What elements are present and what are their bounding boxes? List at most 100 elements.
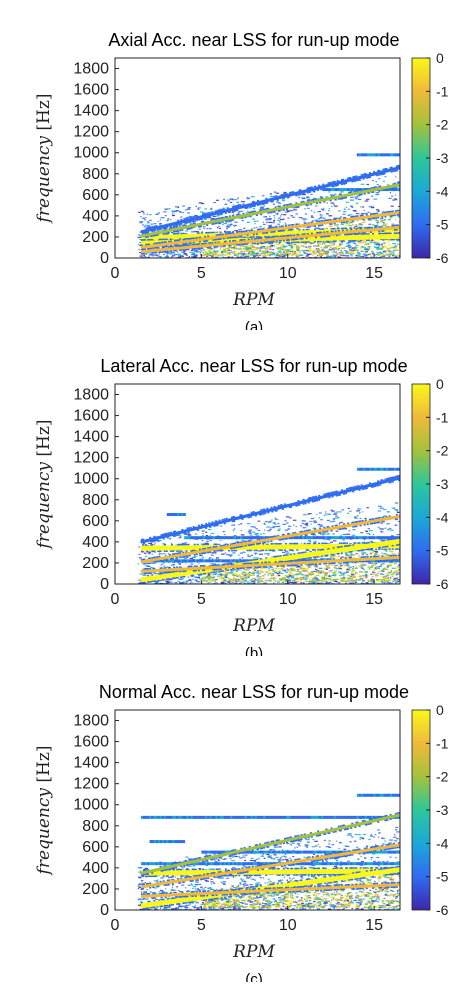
- plot-frame: [114, 383, 401, 585]
- y-tick-label: 1400: [73, 429, 109, 446]
- x-tick-label: 5: [197, 917, 206, 934]
- harmonic-trace: [140, 881, 400, 899]
- chart-svg-b: Lateral Acc. near LSS for run-up mode 0 5…: [34, 356, 449, 656]
- harmonic-trace: [140, 181, 400, 239]
- y-tick-label: 200: [82, 881, 109, 898]
- resonance-line: [149, 840, 186, 844]
- y-tick-label: 1800: [73, 61, 109, 78]
- y-tick-label: 0: [100, 902, 109, 919]
- spectrogram-image: [137, 793, 400, 910]
- plot-area: 0 5 10 15 0 200 400 600 800 1000 1200 1400 1600 1800 0…: [73, 50, 448, 282]
- y-tick-label: 1200: [73, 450, 109, 467]
- y-tick-label: 200: [82, 555, 109, 572]
- chart-title: Lateral Acc. near LSS for run-up mode: [100, 356, 407, 376]
- harmonic-trace: [140, 554, 400, 575]
- colorbar-tick-label: -3: [436, 802, 449, 818]
- chart-title: Normal Acc. near LSS for run-up mode: [99, 682, 409, 702]
- resonance-line: [356, 153, 400, 157]
- colorbar-tick-label: -2: [436, 443, 449, 459]
- y-tick-label: 1600: [73, 734, 109, 751]
- chart-title: Axial Acc. near LSS for run-up mode: [108, 30, 399, 50]
- colorbar-tick-label: -6: [436, 250, 449, 266]
- y-tick-label: 1800: [73, 713, 109, 730]
- y-tick-label: 1800: [73, 387, 109, 404]
- spectrogram-image: [137, 153, 400, 258]
- spectrogram-image: [137, 467, 400, 584]
- colorbar-tick-label: 0: [436, 376, 444, 392]
- chart-panel-a: Axial Acc. near LSS for run-up mode 0 5 10…: [0, 0, 473, 330]
- colorbar-tick-label: -1: [436, 83, 449, 99]
- resonance-line: [166, 513, 186, 517]
- y-tick-label: 600: [82, 187, 109, 204]
- chart-panel-c: Normal Acc. near LSS for run-up mode 0 5 1…: [0, 652, 473, 982]
- x-tick-label: 15: [365, 265, 383, 282]
- y-axis-label: frequency [Hz]: [34, 94, 54, 225]
- x-tick-label: 0: [111, 591, 120, 608]
- y-tick-label: 1600: [73, 82, 109, 99]
- colorbar-tick-label: 0: [436, 50, 444, 66]
- colorbar-tick-label: -4: [436, 183, 449, 199]
- figure-caption: (b): [245, 645, 263, 656]
- harmonic-trace: [140, 842, 400, 890]
- y-tick-label: 1400: [73, 103, 109, 120]
- y-tick-label: 1200: [73, 776, 109, 793]
- y-tick-label: 1000: [73, 145, 109, 162]
- x-axis-label: RPM: [232, 616, 275, 636]
- x-tick-label: 0: [111, 917, 120, 934]
- colorbar-tick-label: -3: [436, 476, 449, 492]
- plot-area: 0 5 10 15 0 200 400 600 800 1000 1200 1400 1600 1800 0…: [73, 376, 448, 608]
- resonance-line: [140, 815, 400, 819]
- harmonic-trace: [140, 224, 400, 255]
- y-tick-label: 1000: [73, 797, 109, 814]
- y-tick-label: 0: [100, 576, 109, 593]
- y-tick-label: 1000: [73, 471, 109, 488]
- colorbar-tick-label: -2: [436, 117, 449, 133]
- x-axis-label: RPM: [232, 290, 275, 310]
- colorbar-tick-label: -2: [436, 769, 449, 785]
- chart-svg-c: Normal Acc. near LSS for run-up mode 0 5 1…: [34, 682, 449, 982]
- harmonic-trace: [140, 811, 400, 877]
- colorbar-tick-label: -5: [436, 543, 449, 559]
- plot-area: 0 5 10 15 0 200 400 600 800 1000 1200 1400 1600 1800 0…: [73, 702, 448, 934]
- y-tick-label: 600: [82, 513, 109, 530]
- x-tick-label: 15: [365, 591, 383, 608]
- y-tick-label: 1400: [73, 755, 109, 772]
- x-tick-label: 0: [111, 265, 120, 282]
- y-tick-label: 200: [82, 229, 109, 246]
- harmonic-trace: [140, 164, 400, 234]
- y-tick-label: 400: [82, 860, 109, 877]
- harmonic-trace: [140, 514, 400, 564]
- y-tick-label: 400: [82, 534, 109, 551]
- colorbar-tick-label: -3: [436, 150, 449, 166]
- colorbar-tick-label: -4: [436, 835, 449, 851]
- colorbar-tick-label: 0: [436, 702, 444, 718]
- resonance-line: [356, 467, 400, 471]
- colorbar-tick-label: -1: [436, 409, 449, 425]
- colorbar-tick-label: -5: [436, 869, 449, 885]
- x-tick-label: 5: [197, 591, 206, 608]
- colorbar-tick-label: -4: [436, 509, 449, 525]
- resonance-line: [356, 793, 400, 797]
- plot-frame: [114, 709, 401, 911]
- y-axis-label: frequency [Hz]: [34, 746, 54, 877]
- x-axis-label: RPM: [232, 942, 275, 962]
- x-tick-label: 5: [197, 265, 206, 282]
- y-tick-label: 0: [100, 250, 109, 267]
- figure-caption: (a): [245, 319, 263, 330]
- y-tick-label: 400: [82, 208, 109, 225]
- y-tick-label: 800: [82, 166, 109, 183]
- harmonic-trace: [140, 474, 400, 545]
- x-tick-label: 10: [279, 591, 297, 608]
- y-tick-label: 800: [82, 492, 109, 509]
- y-tick-label: 600: [82, 839, 109, 856]
- chart-panel-b: Lateral Acc. near LSS for run-up mode 0 5…: [0, 326, 473, 656]
- colorbar-tick-label: -5: [436, 217, 449, 233]
- x-tick-label: 10: [279, 917, 297, 934]
- plot-frame: [114, 57, 401, 259]
- chart-svg-a: Axial Acc. near LSS for run-up mode 0 5 10…: [34, 30, 449, 330]
- figure-caption: (c): [245, 971, 263, 982]
- y-axis-label: frequency [Hz]: [34, 420, 54, 551]
- y-tick-label: 1200: [73, 124, 109, 141]
- y-tick-label: 800: [82, 818, 109, 835]
- colorbar-tick-label: -1: [436, 735, 449, 751]
